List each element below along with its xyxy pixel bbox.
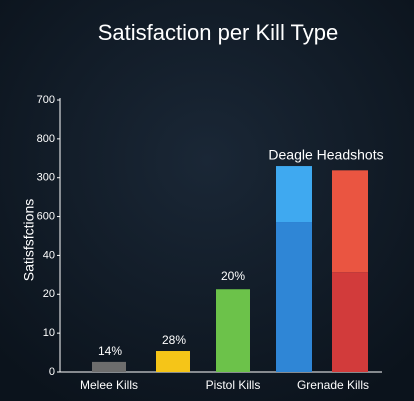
annotation: Deagle Headshots — [268, 147, 383, 163]
y-tick-label: 0 — [49, 366, 55, 378]
x-tick-label: Pistol Kills — [206, 378, 261, 392]
annotation: 28% — [162, 333, 186, 347]
y-tick-label: 800 — [37, 133, 55, 145]
annotation: 14% — [98, 344, 122, 358]
bar — [156, 351, 190, 372]
y-tick-label: 20 — [43, 288, 55, 300]
y-tick-label: 10 — [43, 327, 55, 339]
bar — [332, 272, 368, 372]
chart-title: Satisfaction per Kill Type — [98, 20, 339, 45]
bar — [276, 166, 312, 223]
y-tick-label: 700 — [37, 94, 55, 106]
bar — [276, 222, 312, 372]
x-tick-label: Grenade Kills — [297, 378, 369, 392]
y-axis-label: Satisfsfctions — [21, 199, 37, 281]
y-tick-label: 40 — [43, 249, 55, 261]
y-tick-label: 600 — [37, 210, 55, 222]
bar — [216, 289, 250, 372]
annotation: 20% — [221, 269, 245, 283]
x-tick-label: Melee Kills — [80, 378, 138, 392]
y-tick-label: 300 — [37, 172, 55, 184]
bar — [92, 361, 126, 372]
bar — [332, 170, 368, 273]
